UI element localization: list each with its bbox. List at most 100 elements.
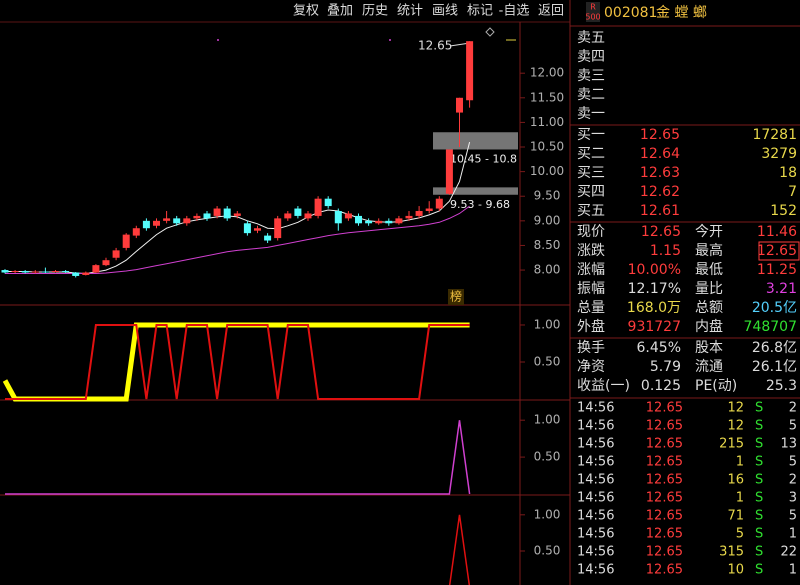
toolbar-button[interactable]: 复权 — [293, 3, 319, 19]
y-tick-label: 1.00 — [534, 413, 561, 427]
field-value: 6.45% — [637, 340, 681, 356]
band-label: 9.53 - 9.68 — [450, 198, 510, 211]
field-label: 涨跌 — [577, 243, 605, 259]
bid-volume: 17281 — [752, 127, 797, 143]
plot-area: 10.45 - 10.8 9.53 - 9.68 — [1, 41, 518, 585]
field-value: 20.5亿 — [752, 300, 797, 316]
candle-body — [213, 208, 221, 216]
field-label: 最低 — [695, 262, 723, 278]
trade-volume: 71 — [727, 509, 744, 524]
field-label: 收益(一) — [577, 378, 630, 394]
y-tick-label: 12.00 — [530, 66, 564, 80]
trade-count: 1 — [789, 527, 797, 542]
field-value: 12.17% — [628, 281, 681, 297]
toolbar-button[interactable]: -自选 — [499, 4, 530, 19]
field-label: 净资 — [577, 359, 605, 375]
trade-volume: 215 — [719, 437, 744, 452]
bid-price: 12.61 — [640, 203, 680, 219]
field-label: 总额 — [695, 300, 723, 316]
candle-body — [334, 210, 342, 224]
field-label: 今开 — [695, 224, 723, 240]
candle-body — [41, 271, 49, 273]
field-value: 12.65 — [641, 224, 681, 240]
last-price-annotation: 12.65 — [418, 39, 452, 53]
toolbar-button[interactable]: 历史 — [362, 4, 388, 19]
field-label: 流通 — [695, 359, 723, 375]
candle-body — [183, 218, 191, 224]
field-label: 振幅 — [577, 281, 605, 297]
trade-time: 14:56 — [577, 563, 614, 578]
trade-side: S — [755, 401, 763, 416]
candle-body — [92, 265, 100, 273]
candle-body — [132, 228, 140, 236]
y-tick-label: 1.00 — [534, 317, 561, 331]
field-value: 11.25 — [757, 262, 797, 278]
trade-price: 12.65 — [646, 401, 683, 416]
y-tick-label: 0.50 — [534, 354, 561, 368]
toolbar-button[interactable]: 统计 — [397, 4, 423, 19]
bid-price: 12.65 — [640, 127, 680, 143]
trade-side: S — [755, 527, 763, 542]
candle-body — [82, 272, 90, 275]
field-label: 最高 — [695, 242, 723, 259]
y-tick-label: 8.50 — [534, 238, 561, 252]
trade-price: 12.65 — [646, 545, 683, 560]
trade-side: S — [755, 455, 763, 470]
trade-time: 14:56 — [577, 401, 614, 416]
field-label: 换手 — [577, 339, 605, 356]
icon[interactable] — [485, 27, 495, 37]
y-tick-label: 8.00 — [534, 263, 561, 277]
candle-body — [142, 220, 150, 229]
y-tick-label: 9.50 — [534, 189, 561, 203]
candle-body — [445, 149, 453, 194]
trade-side: S — [755, 491, 763, 506]
candle-body — [173, 218, 181, 224]
trade-time: 14:56 — [577, 545, 614, 560]
candle-body — [233, 213, 241, 216]
trade-volume: 5 — [736, 527, 744, 542]
y-tick-label: 1.00 — [534, 507, 561, 521]
trade-count: 3 — [789, 491, 797, 506]
candle-body — [122, 234, 130, 248]
field-value: 5.79 — [650, 359, 681, 375]
trade-price: 12.65 — [646, 437, 683, 452]
candle-body — [415, 210, 423, 216]
trade-price: 12.65 — [646, 491, 683, 506]
candle-body — [52, 271, 59, 273]
band-label: 10.45 - 10.8 — [450, 152, 517, 165]
trade-price: 12.65 — [646, 473, 683, 488]
trade-volume: 12 — [727, 401, 744, 416]
candle-body — [72, 272, 80, 276]
bid-label: 买三 — [577, 165, 605, 181]
ask-label: 卖五 — [577, 30, 605, 46]
stock-name: 金 螳 螂 — [656, 5, 707, 21]
trade-volume: 12 — [727, 419, 744, 434]
field-value: 12.65 — [757, 243, 797, 259]
indicator-line — [448, 514, 471, 585]
candle-body — [375, 220, 383, 224]
toolbar-button[interactable]: 标记 — [467, 4, 493, 19]
candle-body — [112, 250, 120, 258]
toolbar-button[interactable]: 叠加 — [327, 4, 353, 19]
marker-box — [448, 289, 464, 305]
candle-body — [294, 208, 302, 216]
y-tick-label: 9.00 — [534, 213, 561, 227]
trade-volume: 1 — [736, 455, 744, 470]
candle-body — [324, 198, 332, 207]
trade-time: 14:56 — [577, 509, 614, 524]
field-label: 内盘 — [695, 318, 723, 335]
toolbar-button[interactable]: 返回 — [538, 4, 564, 19]
field-value: 0.125 — [641, 378, 681, 394]
field-value: 25.3 — [766, 378, 797, 394]
trade-price: 12.65 — [646, 563, 683, 578]
toolbar-button[interactable]: 画线 — [432, 4, 458, 19]
field-value: 26.8亿 — [752, 340, 797, 356]
candle-body — [31, 271, 39, 273]
field-value: 748707 — [744, 319, 797, 335]
field-label: 总量 — [577, 300, 605, 316]
badge-bottom: 500 — [585, 13, 600, 22]
trade-volume: 1 — [736, 491, 744, 506]
field-label: 量比 — [695, 281, 723, 297]
